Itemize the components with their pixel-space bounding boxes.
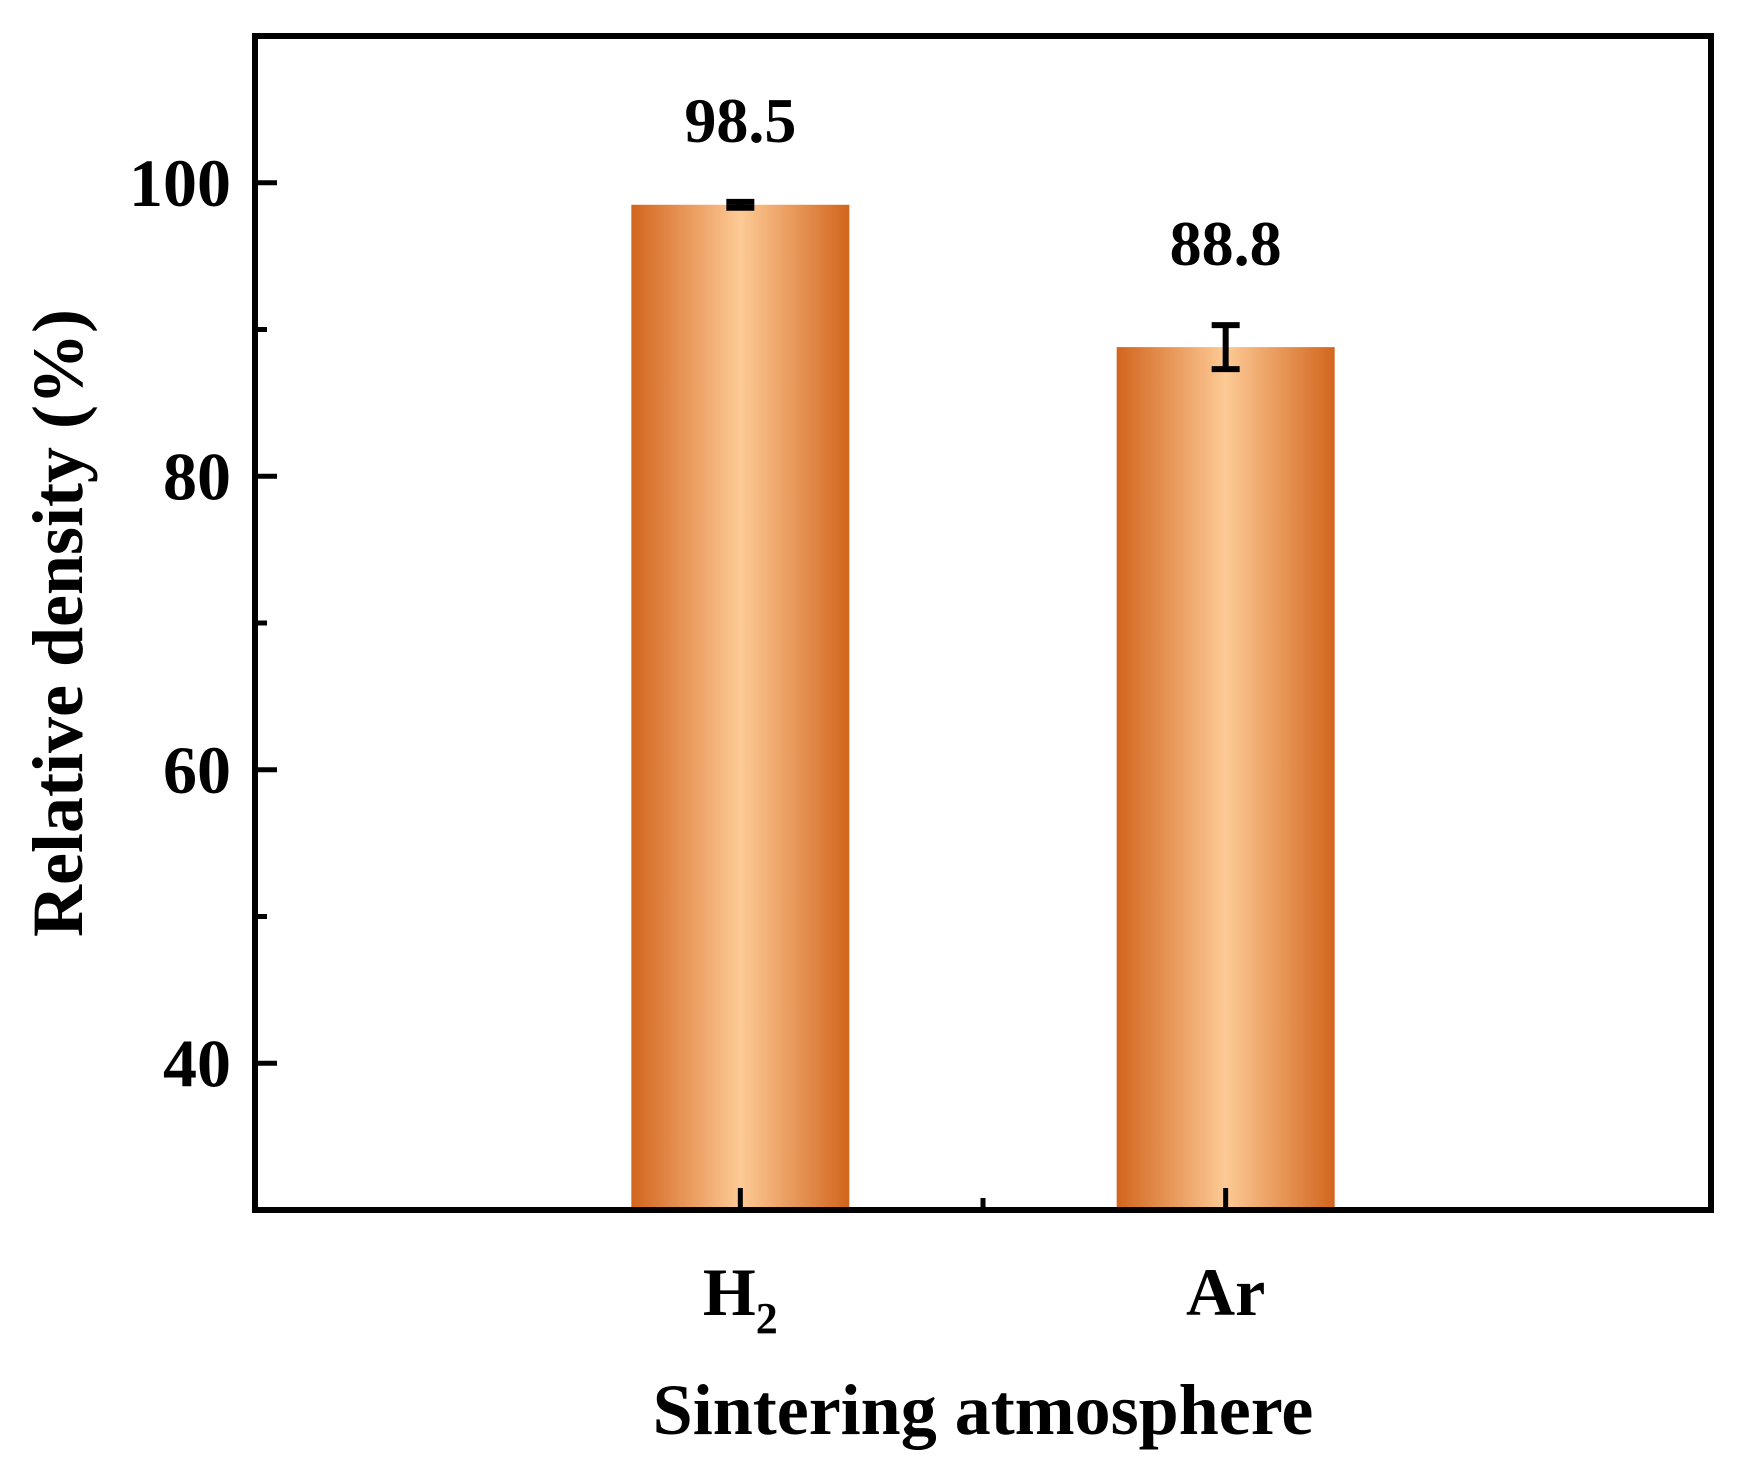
- bar-ar: [1116, 347, 1335, 1210]
- y-tick-label: 80: [163, 438, 231, 514]
- x-tick-label: H2: [703, 1254, 778, 1343]
- bar-h2: [631, 204, 850, 1210]
- error-bar-ar: [1211, 322, 1240, 373]
- error-bars: [726, 198, 1240, 373]
- plot-frame: [252, 33, 1714, 1213]
- y-tick-label: 60: [163, 732, 231, 808]
- y-tick-label: 40: [163, 1025, 231, 1101]
- data-label: 98.5: [684, 85, 796, 156]
- axis-ticks: [255, 180, 1229, 1210]
- bars: [631, 204, 1335, 1210]
- y-tick-label: 100: [129, 145, 231, 221]
- x-axis-title: Sintering atmosphere: [653, 1370, 1314, 1450]
- data-labels: 98.5 H2 88.8 Ar 40 60 80 100: [129, 85, 1282, 1343]
- y-axis-title: Relative density (%): [18, 309, 98, 937]
- error-bar-h2: [726, 198, 755, 211]
- data-label: 88.8: [1170, 208, 1282, 279]
- x-tick-label: Ar: [1186, 1254, 1265, 1330]
